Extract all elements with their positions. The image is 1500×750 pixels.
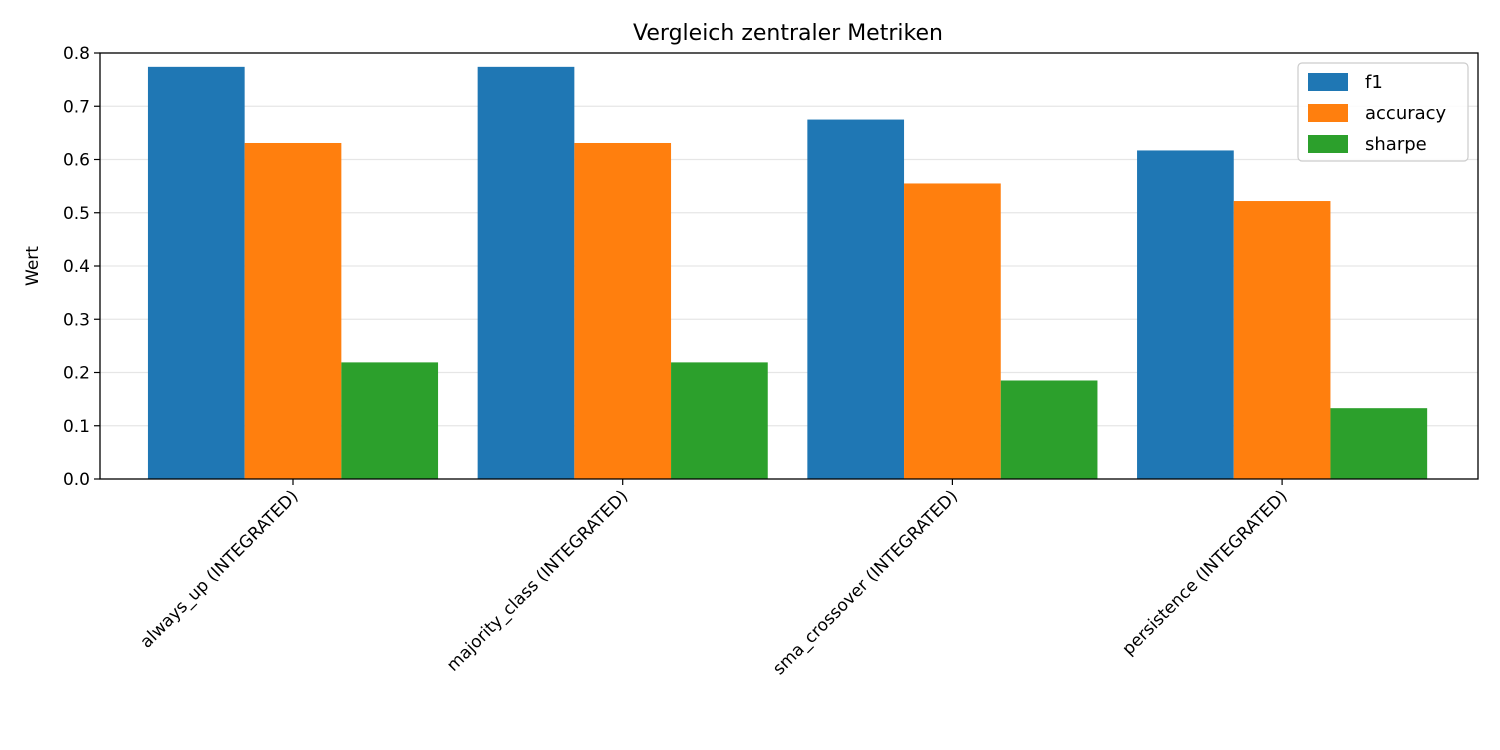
bar-sharpe	[341, 362, 439, 479]
y-axis: 0.0 0.1 0.2 0.3 0.4 0.5 0.6 0.7 0.8	[63, 44, 100, 490]
y-tick-label: 0.5	[63, 204, 90, 224]
bar-accuracy	[574, 142, 672, 479]
bar-accuracy	[1233, 201, 1331, 479]
legend-swatch-accuracy	[1308, 104, 1348, 122]
bar-f1	[807, 119, 905, 479]
x-axis: always_up (INTEGRATED) majority_class (IN…	[137, 479, 1292, 679]
chart-title: Vergleich zentraler Metriken	[633, 21, 943, 46]
bar-sharpe	[671, 362, 768, 479]
y-tick-label: 0.6	[63, 151, 90, 171]
legend: f1 accuracy sharpe	[1297, 62, 1469, 162]
bar-accuracy	[904, 183, 1001, 479]
bar-sharpe	[1330, 408, 1428, 479]
legend-label-sharpe: sharpe	[1365, 134, 1427, 155]
y-tick-label: 0.1	[63, 417, 90, 437]
bar-sharpe	[1000, 380, 1098, 479]
y-axis-label: Wert	[23, 246, 43, 286]
legend-label-accuracy: accuracy	[1365, 103, 1447, 124]
x-tick-label: majority_class (INTEGRATED)	[443, 486, 632, 675]
bar-f1	[147, 66, 245, 479]
legend-label-f1: f1	[1365, 72, 1383, 93]
legend-swatch-f1	[1308, 73, 1348, 91]
legend-swatch-sharpe	[1308, 135, 1348, 153]
bar-accuracy	[244, 142, 342, 479]
y-tick-label: 0.2	[63, 364, 90, 384]
y-tick-label: 0.4	[63, 257, 90, 277]
y-tick-label: 0.7	[63, 97, 90, 117]
y-tick-label: 0.3	[63, 310, 90, 330]
x-tick-label: always_up (INTEGRATED)	[137, 486, 303, 652]
x-tick-label: persistence (INTEGRATED)	[1119, 486, 1292, 659]
bar-f1	[1137, 150, 1234, 479]
bar-f1	[477, 66, 575, 479]
x-tick-label: sma_crossover (INTEGRATED)	[769, 486, 962, 679]
y-tick-label: 0.0	[63, 470, 90, 490]
y-tick-label: 0.8	[63, 44, 90, 64]
bars	[147, 66, 1428, 479]
